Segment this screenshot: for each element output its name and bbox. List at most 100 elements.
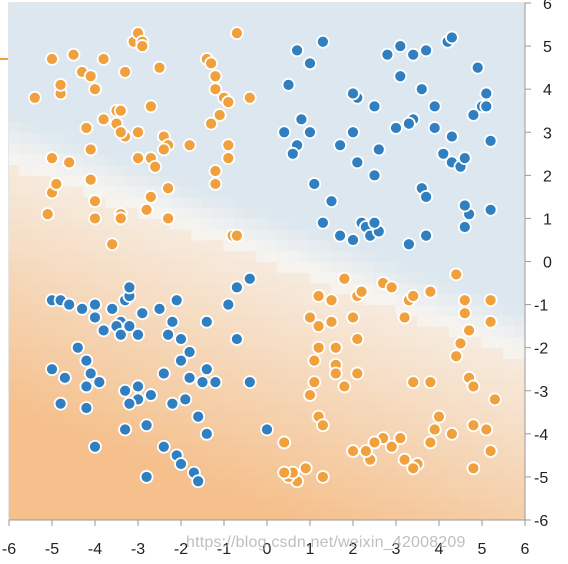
surface-cell [234,314,246,327]
surface-cell [223,487,236,499]
surface-cell [94,282,107,295]
surface-cell [395,185,408,198]
surface-cell [277,185,289,198]
surface-cell [266,476,279,489]
surface-cell [406,390,418,403]
surface-cell [406,476,418,489]
surface-cell [406,77,418,90]
surface-cell [30,131,42,144]
surface-cell [202,99,214,112]
surface-cell [438,207,451,219]
surface-cell [40,433,53,446]
surface-cell [9,444,21,456]
surface-cell [438,454,451,467]
surface-cell [30,476,42,489]
surface-cell [352,34,365,47]
surface-cell [374,131,386,144]
surface-cell [266,336,279,349]
surface-cell [202,3,214,15]
surface-cell [460,271,472,284]
surface-cell [83,271,96,284]
surface-cell [503,487,515,499]
surface-cell [191,142,203,155]
surface-cell [191,454,203,467]
orange-point [479,422,494,437]
surface-cell [331,487,343,499]
surface-cell [105,368,117,381]
surface-cell [513,142,525,155]
surface-cell [266,250,279,262]
blue-point [113,327,128,342]
surface-cell [363,164,375,176]
surface-cell [234,433,246,446]
surface-cell [492,476,504,489]
surface-cell [298,325,311,338]
surface-cell [255,357,268,370]
x-tick-label: -5 [45,541,59,558]
surface-cell [460,390,472,403]
surface-cell [417,250,429,262]
surface-cell [460,314,472,327]
surface-cell [191,67,203,79]
surface-cell [288,56,300,69]
surface-cell [417,217,429,230]
surface-cell [73,282,85,295]
surface-cell [202,34,214,47]
surface-cell [159,314,171,327]
surface-cell [492,282,504,295]
surface-cell [513,497,525,510]
surface-cell [159,77,171,90]
surface-cell [73,207,85,219]
surface-cell [352,476,365,489]
surface-cell [40,497,53,510]
surface-cell [513,347,525,359]
surface-cell [19,390,31,403]
surface-cell [438,174,451,187]
surface-cell [331,110,343,122]
surface-cell [298,304,311,316]
surface-cell [298,45,311,58]
surface-cell [481,120,494,133]
surface-cell [513,411,525,424]
surface-cell [105,261,117,273]
blue-point [367,99,382,114]
surface-cell [374,3,386,15]
surface-cell [331,88,343,101]
blue-point [483,133,498,148]
surface-cell [126,174,139,187]
surface-cell [363,476,375,489]
surface-cell [352,401,365,413]
surface-cell [9,120,21,133]
surface-cell [470,261,483,273]
surface-cell [191,120,203,133]
surface-cell [331,131,343,144]
surface-cell [40,196,53,209]
surface-cell [438,131,451,144]
surface-cell [309,444,322,456]
surface-cell [40,282,53,295]
surface-cell [212,454,225,467]
surface-cell [395,508,408,520]
blue-point [152,301,167,316]
surface-cell [427,444,440,456]
surface-cell [406,368,418,381]
blue-point [195,375,210,390]
surface-cell [492,217,504,230]
surface-cell [288,454,300,467]
blue-point [350,155,365,170]
surface-cell [212,465,225,478]
surface-cell [470,433,483,446]
surface-cell [266,228,279,241]
surface-cell [62,508,74,520]
surface-cell [223,444,236,456]
surface-cell [9,77,21,90]
surface-cell [277,487,289,499]
x-tick-label: -6 [2,541,16,558]
surface-cell [159,228,171,241]
surface-cell [255,433,268,446]
surface-cell [148,67,160,79]
surface-cell [460,508,472,520]
surface-cell [503,164,515,176]
surface-cell [169,433,182,446]
surface-cell [234,120,246,133]
